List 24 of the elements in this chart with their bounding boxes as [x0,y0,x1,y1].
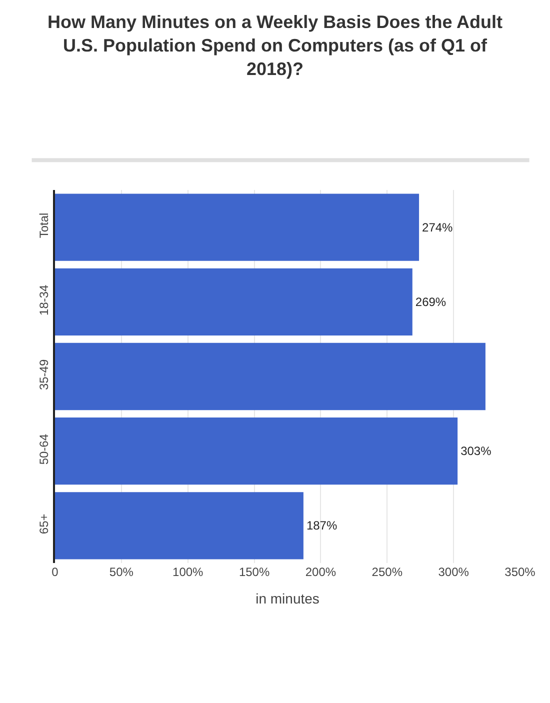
x-axis-title: in minutes [256,590,320,606]
chart-title: How Many Minutes on a Weekly Basis Does the Adult U.S. Population Spend on Computers (as of Q1 of 2018)? [47,12,503,79]
x-tick-label: 350% [504,565,536,579]
data-label: 303% [460,444,492,458]
bar [55,268,412,336]
x-tick-label: 50% [109,565,134,579]
data-label: 269% [415,294,446,309]
y-tick-label: 35-49 [37,359,52,390]
x-tick-label: 200% [305,565,336,579]
y-tick-label: 18-34 [37,284,52,316]
data-label: 274% [422,220,454,234]
bar [55,342,486,410]
data-label: 187% [306,518,338,533]
x-tick-label: 250% [372,565,403,579]
x-tick-label: 100% [172,565,204,579]
y-tick-label: 65+ [37,514,52,534]
x-tick-label: 150% [238,565,270,579]
bar [55,492,304,560]
x-tick-label: 0 [52,565,59,579]
bar [55,194,420,261]
x-tick-label: 300% [438,565,470,579]
bar [55,418,458,485]
y-tick-label: 50-64 [37,434,52,465]
y-tick-label: Total [37,212,52,238]
